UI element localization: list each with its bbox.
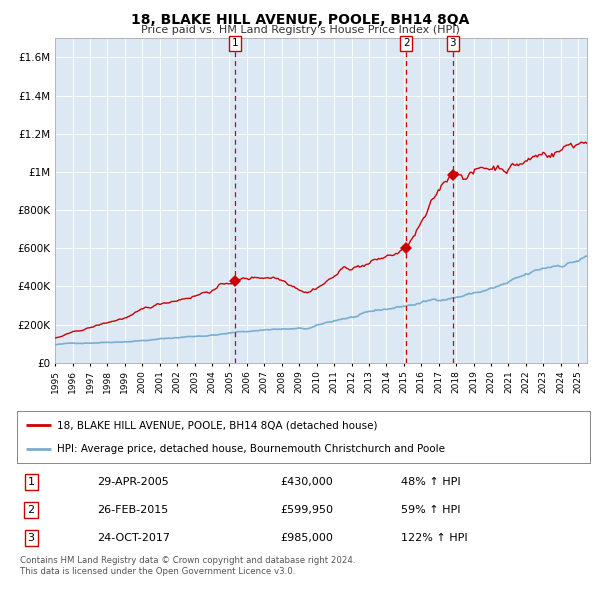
Text: 2: 2 — [28, 505, 35, 514]
Text: £985,000: £985,000 — [280, 533, 333, 543]
Text: £430,000: £430,000 — [280, 477, 333, 487]
Text: 3: 3 — [449, 38, 456, 48]
Text: 122% ↑ HPI: 122% ↑ HPI — [401, 533, 467, 543]
Text: 29-APR-2005: 29-APR-2005 — [97, 477, 169, 487]
Text: 26-FEB-2015: 26-FEB-2015 — [97, 505, 168, 514]
Text: Contains HM Land Registry data © Crown copyright and database right 2024.
This d: Contains HM Land Registry data © Crown c… — [20, 556, 355, 576]
Text: 2: 2 — [403, 38, 410, 48]
Text: HPI: Average price, detached house, Bournemouth Christchurch and Poole: HPI: Average price, detached house, Bour… — [57, 444, 445, 454]
Text: 1: 1 — [28, 477, 35, 487]
Text: 59% ↑ HPI: 59% ↑ HPI — [401, 505, 460, 514]
Text: 24-OCT-2017: 24-OCT-2017 — [97, 533, 170, 543]
Text: 48% ↑ HPI: 48% ↑ HPI — [401, 477, 460, 487]
Text: 1: 1 — [232, 38, 239, 48]
Text: 18, BLAKE HILL AVENUE, POOLE, BH14 8QA (detached house): 18, BLAKE HILL AVENUE, POOLE, BH14 8QA (… — [57, 420, 377, 430]
Text: Price paid vs. HM Land Registry's House Price Index (HPI): Price paid vs. HM Land Registry's House … — [140, 25, 460, 35]
Text: £599,950: £599,950 — [280, 505, 334, 514]
Text: 3: 3 — [28, 533, 35, 543]
Text: 18, BLAKE HILL AVENUE, POOLE, BH14 8QA: 18, BLAKE HILL AVENUE, POOLE, BH14 8QA — [131, 13, 469, 27]
